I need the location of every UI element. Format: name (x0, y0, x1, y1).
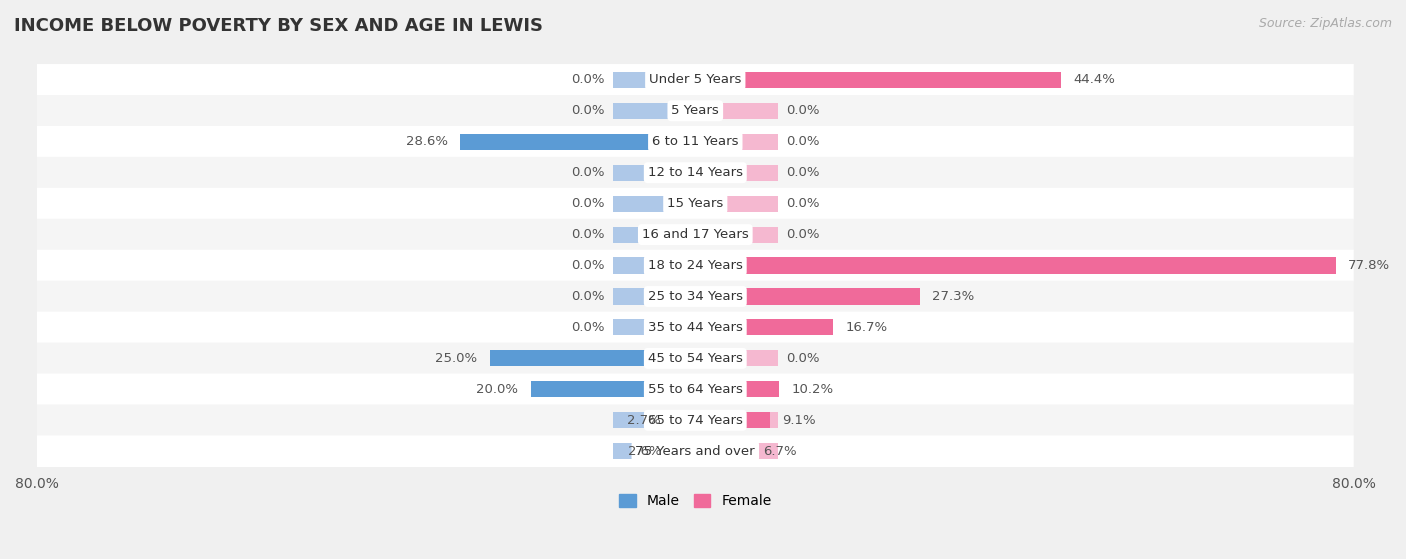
Bar (613, 103, 696, 119)
Bar (696, 443, 778, 459)
Bar (613, 412, 696, 428)
Text: 28.6%: 28.6% (405, 135, 447, 148)
Bar (613, 443, 696, 459)
Bar (696, 226, 778, 243)
Bar (696, 381, 778, 397)
Bar (613, 72, 696, 88)
Bar (696, 319, 832, 335)
Text: 45 to 54 Years: 45 to 54 Years (648, 352, 742, 365)
Bar (673, 443, 696, 459)
Text: 25 to 34 Years: 25 to 34 Years (648, 290, 742, 303)
Bar (696, 258, 1336, 273)
FancyBboxPatch shape (37, 64, 1354, 96)
Text: 2.7%: 2.7% (627, 414, 661, 427)
Text: 44.4%: 44.4% (1073, 73, 1115, 86)
FancyBboxPatch shape (37, 126, 1354, 158)
Bar (696, 319, 778, 335)
Bar (696, 288, 778, 305)
Text: 0.0%: 0.0% (786, 228, 820, 241)
Text: 12 to 14 Years: 12 to 14 Years (648, 166, 742, 179)
Text: 27.3%: 27.3% (932, 290, 974, 303)
Bar (696, 412, 770, 428)
Bar (613, 288, 696, 305)
Bar (696, 288, 920, 305)
Bar (613, 319, 696, 335)
FancyBboxPatch shape (37, 405, 1354, 436)
Bar (489, 350, 696, 367)
Legend: Male, Female: Male, Female (613, 489, 778, 514)
Text: 2.6%: 2.6% (628, 445, 662, 458)
Text: 16.7%: 16.7% (845, 321, 887, 334)
Bar (696, 350, 778, 367)
Text: INCOME BELOW POVERTY BY SEX AND AGE IN LEWIS: INCOME BELOW POVERTY BY SEX AND AGE IN L… (14, 17, 543, 35)
Text: 0.0%: 0.0% (571, 105, 605, 117)
Bar (613, 381, 696, 397)
Text: 6 to 11 Years: 6 to 11 Years (652, 135, 738, 148)
Bar (613, 350, 696, 367)
FancyBboxPatch shape (37, 373, 1354, 405)
FancyBboxPatch shape (37, 312, 1354, 343)
Bar (613, 196, 696, 212)
Bar (460, 134, 696, 150)
Text: 0.0%: 0.0% (571, 259, 605, 272)
FancyBboxPatch shape (37, 281, 1354, 312)
Bar (696, 258, 778, 273)
Text: 15 Years: 15 Years (668, 197, 724, 210)
FancyBboxPatch shape (37, 95, 1354, 126)
Text: 6.7%: 6.7% (763, 445, 796, 458)
Text: 0.0%: 0.0% (786, 166, 820, 179)
Text: 10.2%: 10.2% (792, 383, 834, 396)
Text: 0.0%: 0.0% (786, 352, 820, 365)
Bar (696, 72, 1060, 88)
Text: 77.8%: 77.8% (1348, 259, 1391, 272)
Text: 20.0%: 20.0% (477, 383, 519, 396)
Bar (613, 258, 696, 273)
Text: 5 Years: 5 Years (672, 105, 718, 117)
Text: 0.0%: 0.0% (571, 197, 605, 210)
Bar (613, 226, 696, 243)
Text: 25.0%: 25.0% (434, 352, 477, 365)
Bar (613, 165, 696, 181)
Text: 0.0%: 0.0% (571, 73, 605, 86)
Bar (696, 196, 778, 212)
Text: 65 to 74 Years: 65 to 74 Years (648, 414, 742, 427)
Text: 35 to 44 Years: 35 to 44 Years (648, 321, 742, 334)
Text: 0.0%: 0.0% (571, 166, 605, 179)
FancyBboxPatch shape (37, 343, 1354, 374)
FancyBboxPatch shape (37, 219, 1354, 250)
Text: 75 Years and over: 75 Years and over (636, 445, 755, 458)
Bar (696, 381, 779, 397)
Text: 0.0%: 0.0% (571, 321, 605, 334)
Bar (696, 103, 778, 119)
Text: 0.0%: 0.0% (571, 228, 605, 241)
FancyBboxPatch shape (37, 188, 1354, 220)
Bar (530, 381, 696, 397)
Bar (696, 412, 778, 428)
Text: 9.1%: 9.1% (783, 414, 815, 427)
Text: 55 to 64 Years: 55 to 64 Years (648, 383, 742, 396)
Bar (696, 72, 778, 88)
Bar (696, 134, 778, 150)
Text: 16 and 17 Years: 16 and 17 Years (643, 228, 748, 241)
Bar (673, 412, 696, 428)
Text: Under 5 Years: Under 5 Years (650, 73, 741, 86)
FancyBboxPatch shape (37, 250, 1354, 281)
FancyBboxPatch shape (37, 157, 1354, 188)
Bar (696, 165, 778, 181)
Bar (613, 134, 696, 150)
Text: 0.0%: 0.0% (786, 135, 820, 148)
FancyBboxPatch shape (37, 435, 1354, 467)
Text: 0.0%: 0.0% (571, 290, 605, 303)
Text: 0.0%: 0.0% (786, 105, 820, 117)
Text: 18 to 24 Years: 18 to 24 Years (648, 259, 742, 272)
Bar (696, 443, 751, 459)
Text: 0.0%: 0.0% (786, 197, 820, 210)
Text: Source: ZipAtlas.com: Source: ZipAtlas.com (1258, 17, 1392, 30)
